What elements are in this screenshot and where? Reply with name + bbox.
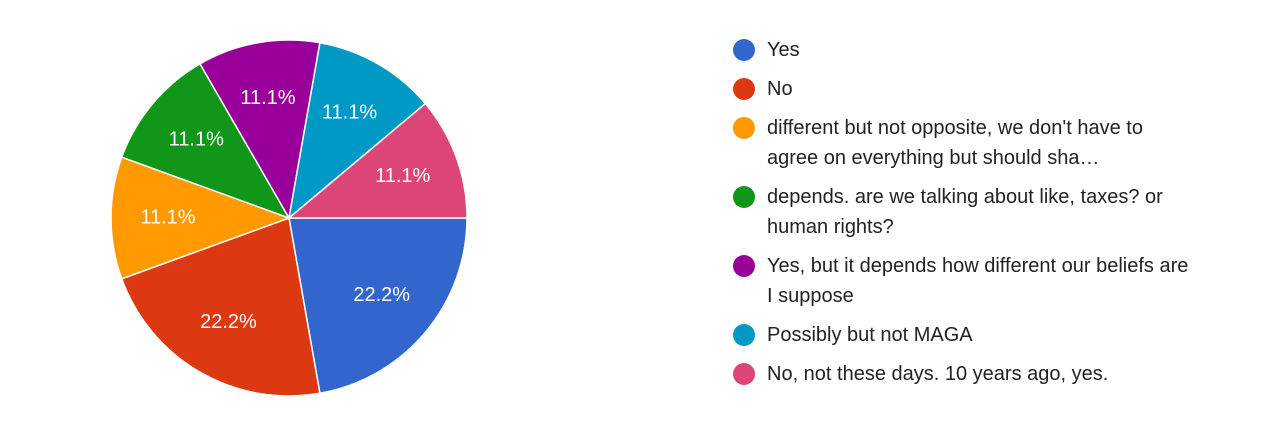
legend-label: No, not these days. 10 years ago, yes. <box>767 363 1109 385</box>
pie-slice <box>287 41 427 220</box>
legend: Yes No different but not opposite, we don'… <box>733 35 1197 398</box>
legend-label: No <box>767 78 793 100</box>
legend-marker <box>733 78 755 100</box>
pie-slice <box>286 102 468 219</box>
pie-slice <box>198 39 321 221</box>
legend-entry: different but not opposite, we don't hav… <box>733 113 1197 173</box>
legend-marker <box>733 39 755 61</box>
slice-label: 11.1% <box>322 101 377 123</box>
pie-chart: 22.2% 22.2% 11.1% 11.1% 11.1% 11.1% 11.1% <box>110 39 468 397</box>
legend-label: Possibly but not MAGA <box>767 324 973 346</box>
legend-marker <box>733 255 755 277</box>
legend-label: different but not opposite, we don't hav… <box>767 117 1143 169</box>
legend-marker <box>733 324 755 346</box>
legend-entry: Possibly but not MAGA <box>733 320 1197 350</box>
slice-label: 11.1% <box>169 128 224 150</box>
pie-slice <box>110 156 292 280</box>
legend-label: Yes, but it depends how different our be… <box>767 255 1189 307</box>
slice-label: 11.1% <box>240 87 295 109</box>
legend-entry: Yes, but it depends how different our be… <box>733 251 1197 311</box>
pie-slice <box>120 216 321 397</box>
slice-label: 22.2% <box>353 284 410 306</box>
slice-label: 22.2% <box>200 311 257 333</box>
slice-label: 11.1% <box>140 206 195 228</box>
legend-marker <box>733 117 755 139</box>
legend-entry: depends. are we talking about like, taxe… <box>733 182 1197 242</box>
legend-entry: No, not these days. 10 years ago, yes. <box>733 359 1197 389</box>
legend-label: depends. are we talking about like, taxe… <box>767 186 1163 238</box>
pie-slice <box>120 62 291 220</box>
legend-label: Yes <box>767 39 800 61</box>
legend-marker <box>733 186 755 208</box>
legend-marker <box>733 363 755 385</box>
legend-entry: Yes <box>733 35 1197 65</box>
pie-slice <box>288 217 468 395</box>
legend-entry: No <box>733 74 1197 104</box>
slice-label: 11.1% <box>375 165 430 187</box>
